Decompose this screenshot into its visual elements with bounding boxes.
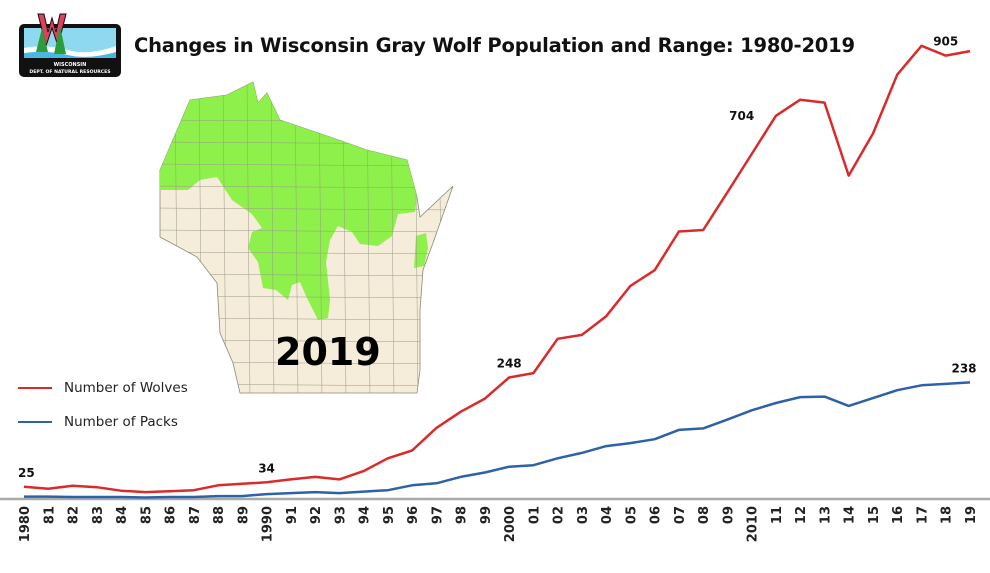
x-tick-label: 03 [576,506,591,524]
x-tick-label: 06 [649,506,664,524]
data-label: 25 [18,466,35,480]
x-tick-label: 07 [673,506,688,524]
data-label: 238 [951,361,976,375]
x-tick-label: 14 [843,506,858,524]
legend-swatch-packs [18,420,52,424]
data-label: 704 [729,109,754,123]
x-tick-label: 94 [358,506,373,524]
x-tick-label: 1990 [261,506,276,542]
x-tick-label: 99 [479,506,494,524]
x-tick-label: 11 [770,506,785,524]
x-tick-label: 05 [624,506,639,524]
data-label: 905 [933,35,958,49]
x-tick-label: 01 [527,506,542,524]
legend-swatch-wolves [18,386,52,390]
wolf-range-area [160,82,417,320]
x-tick-label: 08 [697,506,712,524]
x-tick-label: 81 [42,506,57,524]
x-tick-label: 2010 [746,506,761,542]
x-tick-label: 13 [818,506,833,524]
x-tick-label: 88 [212,506,227,524]
legend-item-wolves: Number of Wolves [18,380,188,396]
packs-line [24,381,971,499]
x-tick-label: 92 [309,506,324,524]
x-tick-label: 87 [188,506,203,524]
x-tick-label: 89 [236,506,251,524]
wdnr-logo: WISCONSIN DEPT. OF NATURAL RESOURCES [19,13,121,77]
x-tick-label: 98 [455,506,470,524]
x-tick-label: 02 [552,506,567,524]
wolf-range-area-door [414,233,428,268]
x-tick-label: 1980 [18,506,33,542]
wisconsin-range-map: 2019 [159,81,454,394]
x-tick-label: 86 [164,506,179,524]
x-tick-label: 83 [91,506,106,524]
x-tick-label: 12 [794,506,809,524]
x-tick-label: 84 [115,506,130,524]
x-tick-label: 17 [915,506,930,524]
x-tick-label: 04 [600,506,615,524]
legend-item-packs: Number of Packs [18,414,178,430]
x-tick-label: 19 [964,506,979,524]
chart-title: Changes in Wisconsin Gray Wolf Populatio… [134,34,855,57]
x-tick-label: 93 [333,506,348,524]
x-tick-label: 15 [867,506,882,524]
wolves-line [23,44,971,494]
svg-text:DEPT. OF NATURAL RESOURCES: DEPT. OF NATURAL RESOURCES [29,69,110,75]
map-year-label: 2019 [275,330,381,374]
x-tick-label: 82 [67,506,82,524]
x-tick-label: 2000 [503,506,518,542]
x-tick-label: 85 [139,506,154,524]
legend-label-packs: Number of Packs [64,414,178,430]
svg-text:WISCONSIN: WISCONSIN [54,62,87,68]
x-tick-label: 09 [721,506,736,524]
x-tick-label: 16 [891,506,906,524]
legend-label-wolves: Number of Wolves [64,380,188,396]
x-tick-label: 91 [285,506,300,524]
data-label: 248 [497,356,522,370]
x-tick-label: 18 [940,506,955,524]
x-tick-label: 97 [430,506,445,524]
x-tick-label: 95 [382,506,397,524]
x-tick-label: 96 [406,506,421,524]
data-label: 34 [258,461,275,475]
